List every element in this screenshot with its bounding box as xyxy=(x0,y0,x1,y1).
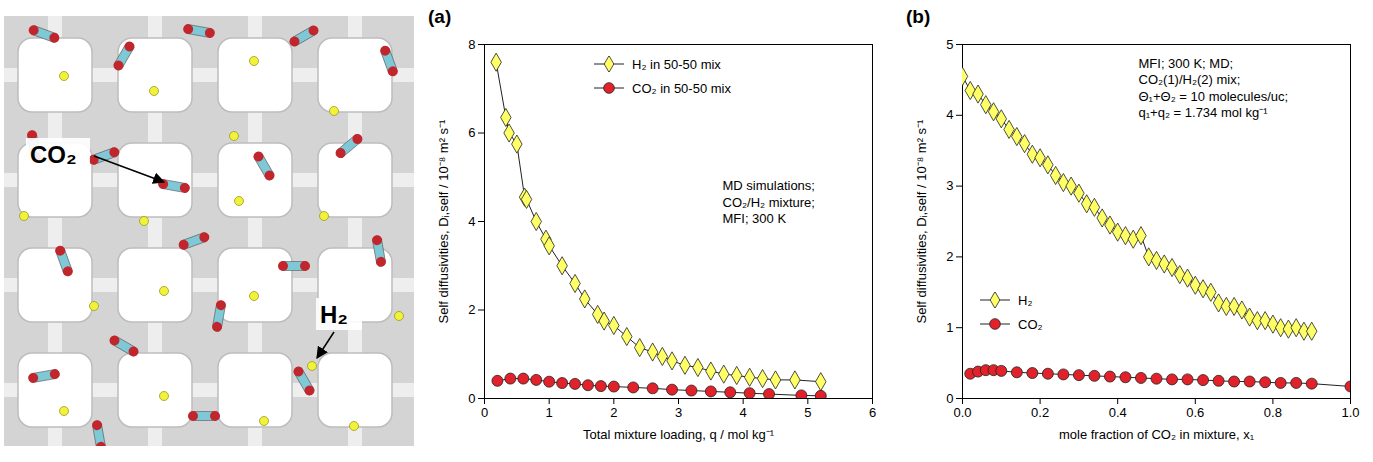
html-text:CO₂ in 50-50 mix: CO₂ in 50-50 mix xyxy=(632,80,731,96)
svg-text:5: 5 xyxy=(946,37,953,52)
svg-text:1: 1 xyxy=(946,320,953,335)
svg-text:0.2: 0.2 xyxy=(1031,405,1049,420)
svg-text:H₂: H₂ xyxy=(320,301,348,328)
svg-text:8: 8 xyxy=(468,37,475,52)
html-text:(a): (a) xyxy=(428,6,452,27)
svg-text:CO₂: CO₂ xyxy=(30,141,77,168)
svg-text:6: 6 xyxy=(468,125,475,140)
svg-text:Self diffusivities, Dᵢ,self /: Self diffusivities, Dᵢ,self / 10⁻⁸ m² s⁻… xyxy=(914,119,929,324)
svg-text:2: 2 xyxy=(468,302,475,317)
svg-text:0.8: 0.8 xyxy=(1264,405,1282,420)
svg-text:3: 3 xyxy=(675,405,682,420)
svg-text:1.0: 1.0 xyxy=(1341,405,1359,420)
html-text:CO₂: CO₂ xyxy=(1018,316,1043,332)
svg-text:4: 4 xyxy=(946,107,953,122)
svg-text:2: 2 xyxy=(610,405,617,420)
svg-text:5: 5 xyxy=(804,405,811,420)
svg-text:0: 0 xyxy=(946,391,953,406)
svg-text:0.6: 0.6 xyxy=(1186,405,1204,420)
svg-text:0: 0 xyxy=(468,391,475,406)
svg-text:2: 2 xyxy=(946,249,953,264)
html-text:H₂ in 50-50 mix: H₂ in 50-50 mix xyxy=(632,56,721,72)
svg-text:MFI; 300 K; MD;CO₂(1)/H₂(2) mi: MFI; 300 K; MD;CO₂(1)/H₂(2) mix;Θ₁+Θ₂ = … xyxy=(1139,56,1289,120)
svg-text:1: 1 xyxy=(546,405,553,420)
svg-text:3: 3 xyxy=(946,178,953,193)
svg-text:mole fraction of CO₂ in mixtur: mole fraction of CO₂ in mixture, x₁ xyxy=(1059,427,1255,442)
svg-text:4: 4 xyxy=(740,405,747,420)
svg-text:MD simulations;CO₂/H₂ mixture;: MD simulations;CO₂/H₂ mixture;MFI; 300 K xyxy=(723,178,815,226)
svg-text:0.0: 0.0 xyxy=(953,405,971,420)
svg-text:0: 0 xyxy=(481,405,488,420)
svg-text:4: 4 xyxy=(468,214,475,229)
svg-text:Self diffusivities, Dᵢ,self /: Self diffusivities, Dᵢ,self / 10⁻⁸ m² s⁻… xyxy=(436,119,451,324)
svg-text:0.4: 0.4 xyxy=(1109,405,1127,420)
html-text:(b): (b) xyxy=(906,6,931,27)
svg-text:Total mixture loading, q / mol: Total mixture loading, q / mol kg⁻¹ xyxy=(583,427,775,442)
html-text:H₂: H₂ xyxy=(1018,292,1033,308)
svg-text:6: 6 xyxy=(869,405,876,420)
